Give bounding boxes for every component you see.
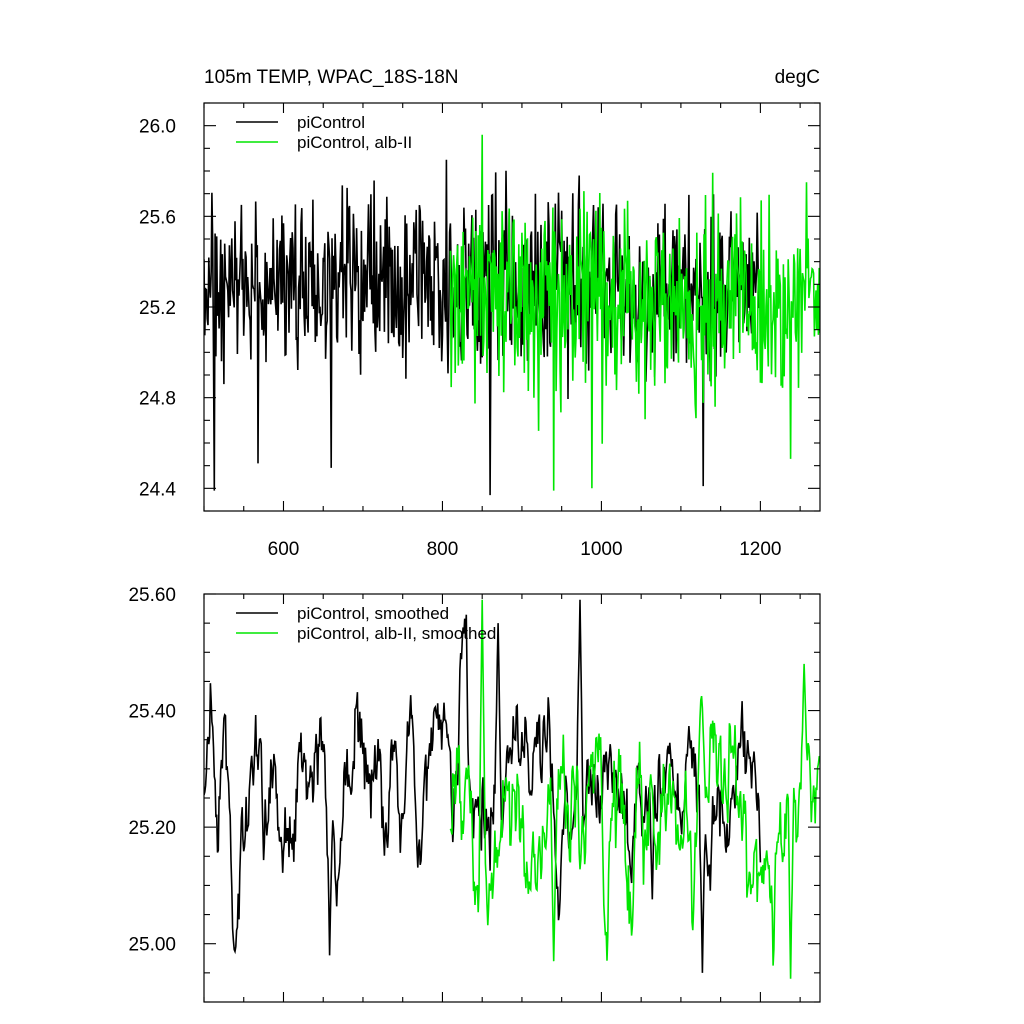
legend-label: piControl, alb-II, smoothed — [297, 624, 496, 643]
y-tick-label: 24.4 — [139, 479, 176, 500]
series-line-alb-ii — [449, 134, 820, 491]
series-line-picontrol — [204, 599, 762, 973]
x-tick-label: 600 — [268, 539, 300, 560]
legend-label: piControl, smoothed — [297, 604, 449, 623]
chart-title: 105m TEMP, WPAC_18S-18N — [204, 67, 459, 88]
y-tick-label: 25.6 — [139, 207, 176, 228]
y-tick-label: 25.20 — [128, 818, 176, 839]
bottom-panel: 25.00 25.20 25.40 25.60 piControl, smoothedp… — [128, 585, 821, 1003]
x-tick-label: 1200 — [739, 539, 781, 560]
units-label: degC — [775, 67, 820, 88]
y-tick-label: 25.40 — [128, 702, 176, 723]
x-tick-label: 1000 — [580, 539, 622, 560]
y-tick-label: 25.2 — [139, 298, 176, 319]
top-panel: 600 800 1000 1200 24.4 24.8 25.2 25.6 26.0 piCont… — [139, 102, 821, 560]
y-tick-label: 25.60 — [128, 585, 176, 606]
y-tick-label: 26.0 — [139, 117, 176, 138]
x-tick-label: 800 — [427, 539, 459, 560]
y-tick-label: 25.00 — [128, 935, 176, 956]
legend-label: piControl — [297, 113, 365, 132]
series-line-alb-ii — [449, 599, 820, 979]
y-tick-label: 24.8 — [139, 389, 176, 410]
legend-label: piControl, alb-II — [297, 133, 412, 152]
